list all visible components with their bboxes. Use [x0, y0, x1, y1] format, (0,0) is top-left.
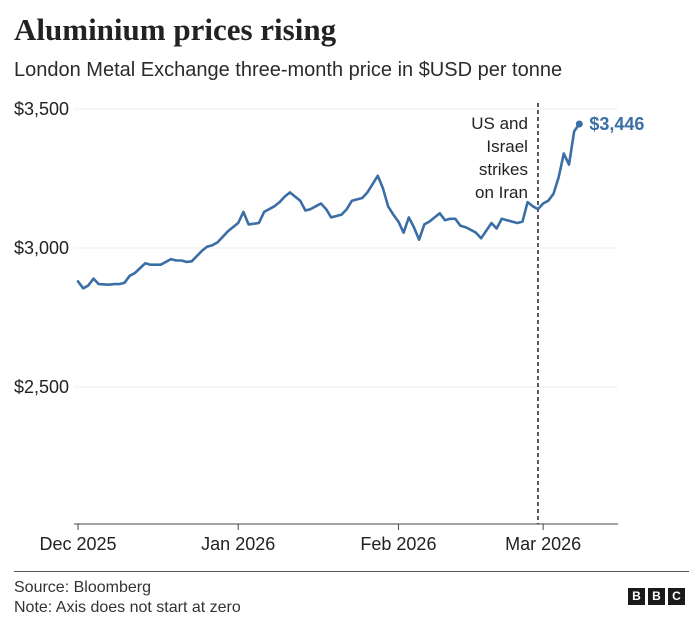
- footer-divider: [14, 571, 689, 572]
- chart-subtitle: London Metal Exchange three-month price …: [14, 59, 563, 81]
- chart-title: Aluminium prices rising: [14, 12, 337, 47]
- end-value-label: $3,446: [589, 114, 644, 134]
- bbc-logo-letter-2: B: [648, 588, 665, 605]
- event-annotation-text: Israel: [486, 137, 528, 156]
- x-tick-label: Feb 2026: [360, 534, 436, 554]
- annotations: US and Israel strikes on Iran: [471, 103, 539, 524]
- x-tick-label: Mar 2026: [505, 534, 581, 554]
- event-annotation-text: strikes: [479, 160, 528, 179]
- price-line: [76, 122, 581, 290]
- bbc-logo-letter-3: C: [668, 588, 685, 605]
- axis-note: Note: Axis does not start at zero: [14, 599, 241, 616]
- y-tick-label: $3,500: [14, 99, 69, 119]
- end-point-marker: [575, 120, 583, 128]
- bbc-logo-letter-1: B: [628, 588, 645, 605]
- y-tick-label: $3,000: [14, 238, 69, 258]
- x-tick-label: Dec 2025: [39, 534, 116, 554]
- source-note: Source: Bloomberg: [14, 579, 151, 596]
- series-group: $3,446: [76, 114, 644, 290]
- event-annotation-text: on Iran: [475, 183, 528, 202]
- y-axis-ticks: $2,500 $3,000 $3,500: [14, 99, 69, 397]
- bbc-logo: B B C: [628, 588, 685, 605]
- y-tick-label: $2,500: [14, 377, 69, 397]
- event-annotation-text: US and: [471, 114, 528, 133]
- x-axis: Dec 2025 Jan 2026 Feb 2026 Mar 2026: [39, 523, 618, 554]
- line-chart: $2,500 $3,000 $3,500 Dec 2025 Jan 2026 Feb 2…: [14, 99, 644, 554]
- x-tick-label: Jan 2026: [201, 534, 275, 554]
- grid-lines: [74, 108, 618, 388]
